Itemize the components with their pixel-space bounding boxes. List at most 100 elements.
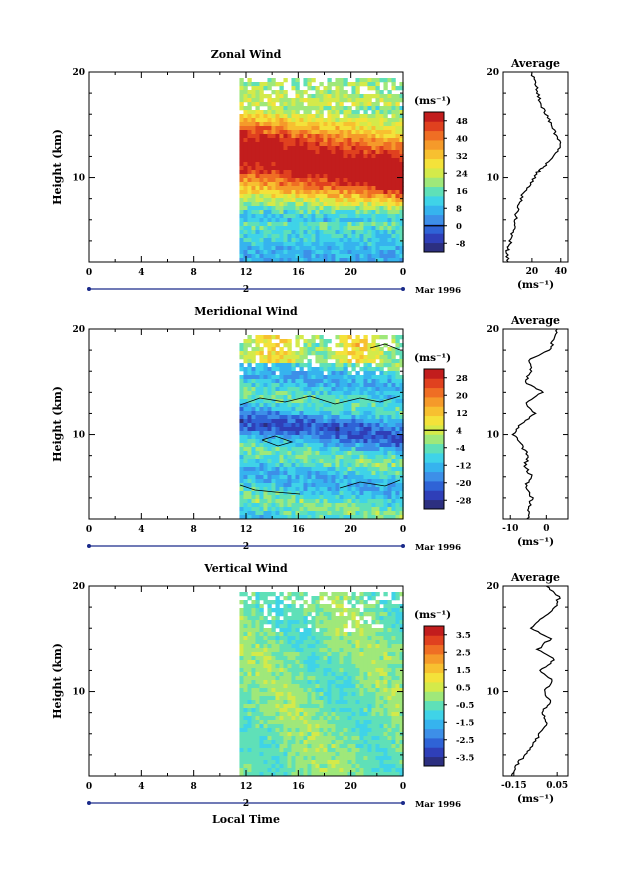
colorbar-label: -0.5 xyxy=(456,701,474,711)
day-axis: 2 Mar 1996 xyxy=(87,799,461,810)
x-axis: 0 4 8 12 16 20 0 xyxy=(86,586,406,792)
colorbar-label: -12 xyxy=(456,461,471,471)
day-axis: 2 Mar 1996 xyxy=(87,285,461,296)
average-frame xyxy=(502,328,569,520)
colorbar-label: 0 xyxy=(456,222,462,232)
average-unit: (ms⁻¹) xyxy=(517,536,554,548)
x-tick-label: 0 xyxy=(400,782,406,792)
x-tick-label: 20 xyxy=(344,782,357,792)
average-y-tick-label: 10 xyxy=(486,431,499,441)
x-axis-label: Local Time xyxy=(212,813,280,826)
x-axis: 0 4 8 12 16 20 0 xyxy=(86,329,406,535)
x-tick-label: 0 xyxy=(86,782,92,792)
colorbar-label: 16 xyxy=(456,187,468,197)
y-tick-label: 20 xyxy=(72,68,85,78)
day-label: 2 xyxy=(243,799,249,809)
x-tick-label: 0 xyxy=(86,268,92,278)
x-tick-label: 16 xyxy=(292,782,305,792)
y-axis-label: Height (km) xyxy=(51,129,64,205)
x-tick-label: 4 xyxy=(138,525,144,535)
average-panel: Average 10 20 -10 0 (ms⁻¹) xyxy=(486,314,569,548)
colorbar-unit: (ms⁻¹) xyxy=(414,352,451,364)
colorbar-label: -28 xyxy=(456,496,471,506)
average-y-tick-label: 20 xyxy=(486,325,499,335)
average-title: Average xyxy=(510,571,560,584)
panel-1: Zonal Wind 10 20 Height (km) 0 4 8 12 16 20 0 2 Mar … xyxy=(51,48,569,296)
average-x-tick-label: 20 xyxy=(526,267,539,277)
colorbar-unit: (ms⁻¹) xyxy=(414,95,451,107)
y-tick-label: 10 xyxy=(72,431,85,441)
x-axis: 0 4 8 12 16 20 0 xyxy=(86,72,406,278)
y-axis: 10 20 xyxy=(72,325,403,520)
colorbar-label: 24 xyxy=(456,169,468,179)
average-y-tick-label: 20 xyxy=(486,582,499,592)
y-tick-label: 10 xyxy=(72,688,85,698)
x-tick-label: 16 xyxy=(292,525,305,535)
zero-contours xyxy=(239,343,401,495)
colorbar: (ms⁻¹) 28 20 12 4 -4 -12 -20 -28 xyxy=(414,352,471,510)
colorbar-label: 28 xyxy=(456,374,468,384)
panel-title: Zonal Wind xyxy=(211,48,282,61)
x-tick-label: 20 xyxy=(344,525,357,535)
colorbar: (ms⁻¹) 3.5 2.5 1.5 0.5 -0.5 -1.5 -2.5 -3.5 xyxy=(414,609,474,767)
x-tick-label: 8 xyxy=(191,268,197,278)
average-panel: Average 10 20 20 40(ms⁻¹) xyxy=(486,57,569,291)
colorbar-label: -3.5 xyxy=(456,753,474,763)
x-tick-label: 12 xyxy=(240,525,253,535)
colorbar-label: -4 xyxy=(456,444,466,454)
colorbar-label: 40 xyxy=(456,134,468,144)
colorbar-label: -2.5 xyxy=(456,736,474,746)
average-x-tick-label: -0.15 xyxy=(501,781,527,791)
average-x-tick-label: 0.05 xyxy=(546,781,568,791)
average-title: Average xyxy=(510,57,560,70)
average-unit: (ms⁻¹) xyxy=(517,793,554,805)
average-y-tick-label: 10 xyxy=(486,174,499,184)
x-tick-label: 20 xyxy=(344,268,357,278)
y-tick-label: 20 xyxy=(72,325,85,335)
average-y-tick-label: 10 xyxy=(486,688,499,698)
colorbar-label: 32 xyxy=(456,152,468,162)
x-tick-label: 0 xyxy=(400,525,406,535)
colorbar-label: 20 xyxy=(456,391,468,401)
colorbar-label: 4 xyxy=(456,426,462,436)
panel-title: Vertical Wind xyxy=(203,562,288,575)
average-x-tick-label: -10 xyxy=(502,524,518,534)
x-tick-label: 8 xyxy=(191,782,197,792)
date-label: Mar 1996 xyxy=(415,543,461,553)
x-tick-label: 0 xyxy=(86,525,92,535)
day-label: 2 xyxy=(243,285,249,295)
heatmap-field xyxy=(239,592,404,777)
heatmap-field xyxy=(239,78,404,263)
colorbar: (ms⁻¹) 48 40 32 24 16 8 0 -8 xyxy=(414,95,468,253)
average-x-tick-label: 0 xyxy=(543,524,549,534)
x-tick-label: 16 xyxy=(292,268,305,278)
y-tick-label: 20 xyxy=(72,582,85,592)
colorbar-label: 48 xyxy=(456,117,468,127)
average-profile-line xyxy=(505,71,562,263)
date-label: Mar 1996 xyxy=(415,800,461,810)
x-tick-label: 0 xyxy=(400,268,406,278)
heatmap-field xyxy=(239,335,404,520)
x-tick-label: 4 xyxy=(138,782,144,792)
y-axis-label: Height (km) xyxy=(51,386,64,462)
colorbar-label: -8 xyxy=(456,239,466,249)
colorbar-label: 12 xyxy=(456,409,468,419)
x-tick-label: 12 xyxy=(240,782,253,792)
average-y-tick-label: 20 xyxy=(486,68,499,78)
x-tick-label: 12 xyxy=(240,268,253,278)
x-tick-label: 8 xyxy=(191,525,197,535)
date-label: Mar 1996 xyxy=(415,286,461,296)
y-axis: 10 20 xyxy=(72,582,403,777)
colorbar-unit: (ms⁻¹) xyxy=(414,609,451,621)
average-x-tick-label: 40 xyxy=(555,267,568,277)
y-axis-label: Height (km) xyxy=(51,643,64,719)
colorbar-label: -1.5 xyxy=(456,718,474,728)
average-profile-line xyxy=(510,585,561,777)
colorbar-label: 0.5 xyxy=(456,683,471,693)
colorbar-label: 2.5 xyxy=(456,648,471,658)
average-frame xyxy=(502,585,569,777)
day-label: 2 xyxy=(243,542,249,552)
panel-3: Vertical Wind 10 20 Height (km) 0 4 8 12 16 20 0 2 M… xyxy=(51,562,569,826)
